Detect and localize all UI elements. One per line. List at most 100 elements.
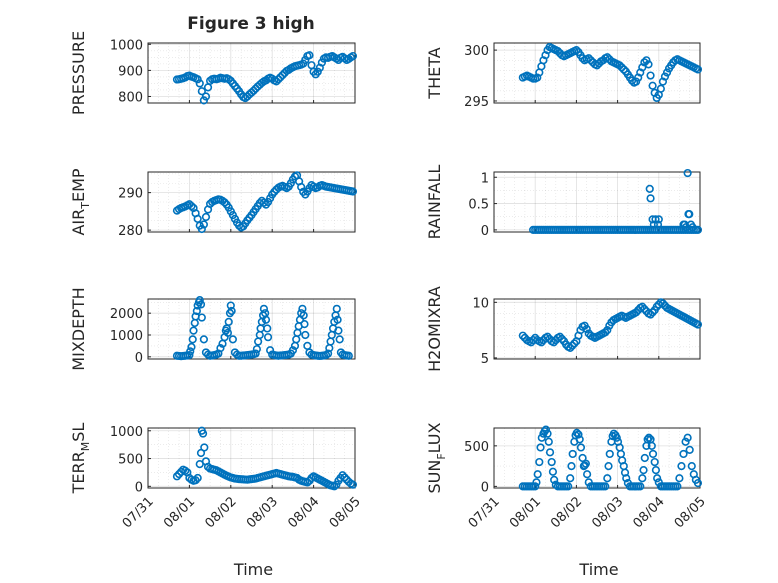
sun_flux-point: [683, 433, 692, 442]
terr_msl-ytick-label: 500: [118, 453, 143, 468]
sun_flux-point: [536, 443, 545, 452]
mixdepth-ytick-label: 1000: [110, 329, 143, 344]
mixdepth-point: [263, 324, 272, 333]
h2omixra-point: [568, 341, 577, 350]
figure-title: Figure 3 high: [187, 14, 315, 34]
h2omixra-ytick-label: 10: [472, 296, 489, 311]
rainfall-axes: [493, 171, 701, 233]
sun_flux-point: [532, 478, 541, 487]
theta-point: [644, 60, 653, 69]
theta-point: [603, 53, 612, 62]
air_temp-point: [187, 202, 196, 211]
h2omixra-point: [638, 302, 647, 311]
mixdepth-point: [288, 346, 298, 355]
rainfall-point: [683, 168, 692, 178]
sun_flux-point: [568, 449, 577, 459]
mixdepth-point: [332, 304, 341, 313]
theta-ytick-label: 295: [464, 95, 489, 110]
mixdepth-point: [189, 326, 198, 335]
sun_flux-point: [605, 449, 614, 459]
sun_flux-axes: [493, 427, 701, 489]
mixdepth-axes: [147, 298, 356, 360]
sun_flux-point: [572, 428, 581, 437]
sun_flux-point: [677, 462, 686, 471]
sun_flux-point: [681, 437, 690, 446]
rainfall-ytick-label: 0: [481, 224, 489, 239]
mixdepth-point: [252, 345, 261, 354]
mixdepth-point: [263, 333, 273, 342]
sun_flux-point: [679, 449, 688, 459]
sun_flux-point: [643, 435, 652, 444]
theta-point: [642, 56, 651, 65]
sun_flux-point: [545, 448, 555, 457]
pressure-point: [317, 58, 326, 67]
rainfall-ytick-label: 0.5: [468, 198, 489, 213]
h2omixra-point: [549, 338, 558, 347]
mixdepth-point: [185, 350, 194, 360]
h2omixra-ylabel: H2OMIXRA: [425, 286, 444, 372]
sun_flux-point: [580, 461, 589, 470]
mixdepth-point: [223, 328, 233, 337]
sun_flux-point: [640, 453, 649, 463]
mixdepth-point: [323, 349, 333, 358]
pressure-point: [278, 70, 287, 80]
rainfall-point: [646, 194, 655, 203]
h2omixra-point: [652, 302, 661, 311]
theta-ytick-label: 300: [464, 44, 489, 59]
mixdepth-point: [197, 313, 206, 322]
sun_flux-point: [544, 437, 553, 446]
sun_flux-point: [537, 433, 546, 442]
pressure-point: [301, 55, 310, 65]
terr_msl-ytick-label: 1000: [110, 425, 143, 440]
theta-point: [627, 76, 637, 85]
terr_msl-date-label: 08/05: [327, 494, 364, 531]
sun_flux-date-label: 08/03: [589, 494, 626, 531]
air_temp-ylabel: AIRTEMP: [69, 168, 92, 235]
terr_msl-point: [172, 472, 182, 481]
sun_flux-point: [575, 435, 584, 444]
h2omixra-point: [603, 326, 612, 335]
sun_flux-point: [548, 467, 558, 476]
terr_msl-point: [193, 473, 202, 483]
rainfall-point: [685, 210, 694, 219]
terr_msl-point: [198, 429, 208, 438]
sun_flux-point: [564, 482, 573, 491]
mixdepth-point: [195, 295, 204, 305]
sun_flux-point: [648, 449, 658, 459]
sun_flux-point: [566, 474, 575, 483]
terr_msl-date-label: 08/01: [161, 494, 198, 531]
air_temp-point: [199, 220, 208, 229]
h2omixra-point: [693, 320, 703, 329]
theta-point: [592, 61, 602, 70]
sun_flux-point: [653, 474, 662, 483]
h2omixra-point: [648, 308, 657, 317]
pressure-point: [199, 96, 208, 105]
sun_flux-point: [576, 443, 586, 452]
h2omixra-point: [518, 331, 527, 340]
mixdepth-point: [335, 335, 344, 344]
air_temp-point: [270, 187, 279, 196]
sun_flux-point: [644, 433, 654, 442]
mixdepth-ytick-label: 2000: [110, 307, 143, 322]
sun_flux-point: [567, 462, 576, 471]
mixdepth-point: [300, 319, 309, 329]
h2omixra-point: [555, 332, 565, 341]
pressure-point: [193, 75, 202, 84]
theta-point: [656, 84, 665, 93]
theta-ylabel: THETA: [425, 47, 444, 99]
h2omixra-point: [632, 308, 641, 317]
pressure-ytick-label: 900: [118, 64, 143, 79]
air_temp-point: [297, 182, 306, 192]
sun_flux-date-label: 08/04: [631, 494, 668, 531]
mixdepth-point: [224, 317, 233, 327]
sun_flux-point: [687, 462, 696, 471]
sun_flux-point: [604, 462, 613, 471]
mixdepth-point: [334, 326, 343, 335]
terr_msl-point: [330, 482, 339, 491]
sun_flux-point: [603, 474, 612, 483]
sun_flux-point: [601, 482, 610, 491]
pressure-point: [313, 67, 322, 76]
sun_flux-point: [622, 474, 631, 483]
terr_msl-date-label: 08/04: [285, 494, 322, 531]
sun_flux-point: [693, 479, 703, 488]
